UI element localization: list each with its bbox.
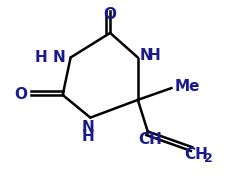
Text: N: N bbox=[82, 120, 95, 134]
Text: CH: CH bbox=[138, 132, 162, 147]
Text: N: N bbox=[140, 48, 153, 63]
Text: H: H bbox=[148, 48, 160, 63]
Text: 2: 2 bbox=[204, 152, 213, 165]
Text: N: N bbox=[53, 50, 66, 65]
Text: O: O bbox=[104, 7, 117, 22]
Text: H: H bbox=[82, 130, 95, 144]
Text: O: O bbox=[15, 88, 28, 102]
Text: Me: Me bbox=[174, 79, 200, 94]
Text: H: H bbox=[35, 50, 53, 65]
Text: CH: CH bbox=[184, 147, 208, 162]
